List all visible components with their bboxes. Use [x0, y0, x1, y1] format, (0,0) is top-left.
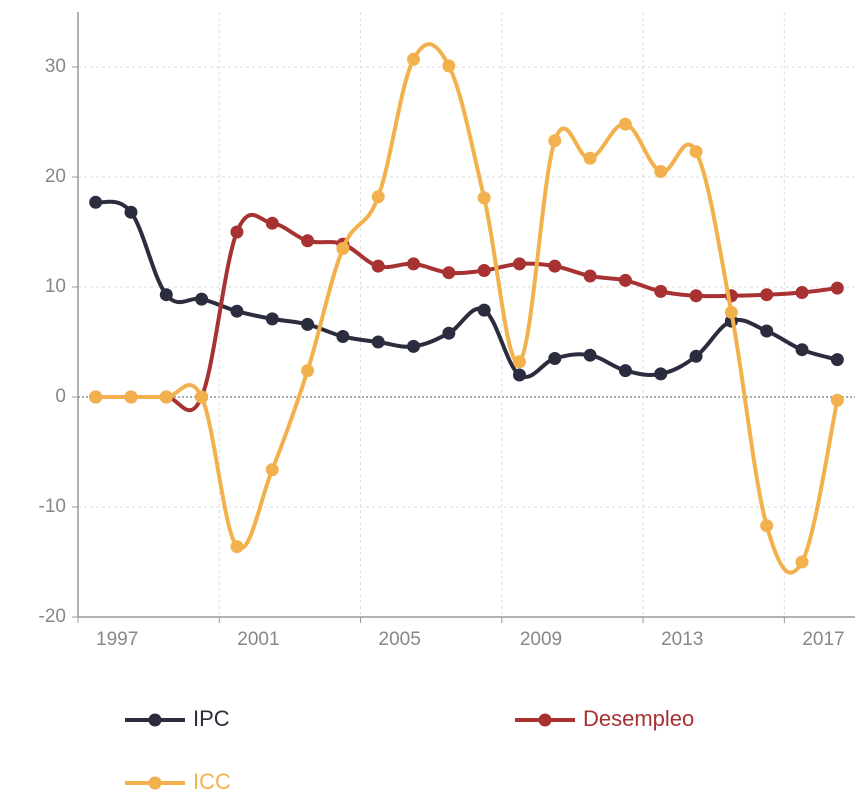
data-point	[512, 355, 526, 369]
data-point	[124, 390, 138, 404]
data-point	[407, 52, 421, 66]
data-point	[89, 390, 103, 404]
data-point	[760, 288, 774, 302]
data-point	[230, 225, 244, 239]
series-line	[95, 199, 838, 379]
data-point	[477, 191, 491, 205]
data-point	[477, 264, 491, 277]
y-tick-label: 30	[45, 56, 66, 77]
data-point	[618, 273, 632, 287]
data-point	[512, 257, 526, 271]
data-point	[195, 292, 209, 306]
data-point	[265, 216, 279, 230]
data-point	[159, 288, 173, 302]
x-tick-label: 2013	[661, 629, 703, 650]
data-point	[230, 304, 244, 318]
data-point	[583, 151, 597, 165]
data-point	[442, 326, 456, 340]
data-point	[512, 368, 526, 382]
legend-label: IPC	[193, 706, 230, 731]
data-point	[124, 205, 138, 219]
data-point	[371, 190, 385, 204]
data-point	[548, 259, 562, 273]
data-point	[336, 242, 350, 255]
x-tick-label: 2005	[379, 629, 421, 650]
x-tick-label: 2009	[520, 629, 562, 650]
y-tick-label: 20	[45, 166, 66, 187]
data-point	[795, 343, 809, 357]
x-tick-label: 2001	[237, 629, 279, 650]
data-point	[654, 165, 668, 178]
data-point	[654, 284, 668, 298]
data-point	[548, 134, 562, 148]
data-point	[407, 257, 421, 271]
data-point	[407, 339, 421, 353]
y-tick-label: 10	[45, 276, 66, 297]
plot-area	[89, 42, 844, 575]
data-point	[689, 289, 703, 303]
data-point	[371, 335, 385, 349]
grid: -20 -10 0 10 20 30 1997 2001 2005 2009 2013 2017	[39, 12, 855, 650]
data-point	[195, 390, 209, 404]
data-point	[230, 540, 244, 554]
data-point	[301, 234, 315, 248]
data-point	[442, 266, 456, 280]
legend-swatch-dot	[148, 776, 162, 790]
legend: IPC Desempleo ICC	[125, 706, 694, 794]
series-line	[95, 42, 840, 575]
legend-swatch-dot	[148, 713, 162, 727]
data-point	[618, 117, 632, 131]
axes	[77, 12, 855, 618]
data-point	[618, 364, 632, 378]
data-point	[689, 145, 703, 159]
y-tick-label: 0	[55, 386, 66, 407]
data-point	[795, 286, 809, 299]
data-point	[159, 390, 173, 404]
data-point	[830, 393, 844, 407]
data-point	[760, 519, 774, 533]
x-tick-label: 2017	[802, 629, 844, 650]
data-point	[301, 364, 315, 378]
data-point	[795, 555, 809, 569]
data-point	[583, 348, 597, 362]
data-point	[89, 195, 103, 209]
data-point	[477, 303, 491, 317]
data-point	[442, 59, 456, 73]
data-point	[760, 324, 774, 338]
data-point	[336, 330, 350, 343]
data-point	[830, 281, 844, 295]
data-point	[265, 463, 279, 477]
legend-label: Desempleo	[583, 706, 694, 731]
data-point	[654, 367, 668, 381]
data-point	[830, 353, 844, 367]
legend-swatch-dot	[538, 713, 552, 727]
data-point	[265, 312, 279, 326]
data-point	[548, 352, 562, 365]
y-tick-label: -20	[39, 606, 66, 627]
data-point	[689, 349, 703, 363]
data-point	[583, 269, 597, 283]
data-point	[301, 317, 315, 331]
x-tick-label: 1997	[96, 629, 138, 650]
legend-label: ICC	[193, 769, 231, 794]
data-point	[371, 259, 385, 273]
y-tick-label: -10	[39, 496, 66, 517]
data-point	[724, 305, 738, 319]
